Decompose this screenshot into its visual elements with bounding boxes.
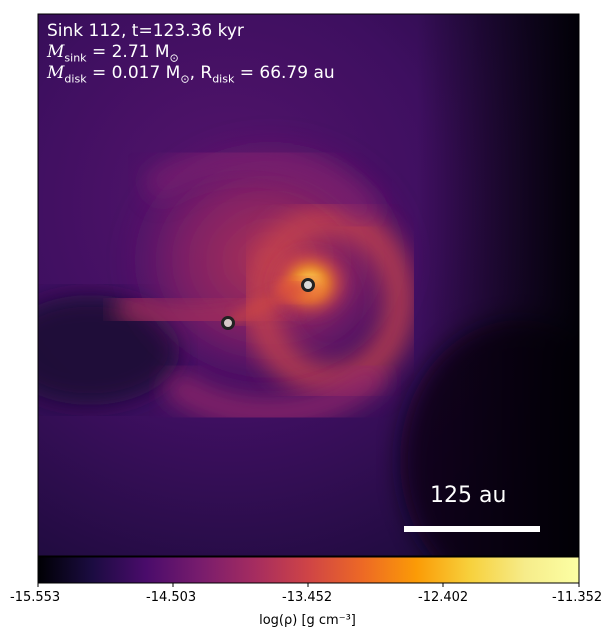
- sink-primary: [301, 278, 315, 292]
- scalebar-label: 125 au: [430, 483, 507, 508]
- colorbar-tick-label: -15.553: [10, 590, 61, 605]
- sink-mass-text: Msink = 2.71 M⊙: [47, 42, 179, 65]
- colorbar-tick-label: -12.402: [418, 590, 469, 605]
- colorbar-tick-label: -14.503: [146, 590, 197, 605]
- colorbar-tick-label: -13.452: [282, 590, 333, 605]
- density-map: [38, 14, 579, 556]
- colorbar-label: log(ρ) [g cm⁻³]: [259, 613, 356, 628]
- scalebar-line: [404, 526, 540, 532]
- colorbar: [37, 556, 580, 584]
- sink-secondary: [221, 316, 235, 330]
- disk-props-text: Mdisk = 0.017 M⊙, Rdisk = 66.79 au: [47, 63, 335, 86]
- colorbar-ticks: [37, 583, 580, 587]
- panel-title: Sink 112, t=123.36 kyr: [47, 21, 244, 41]
- colorbar-tick-label: -11.352: [552, 590, 603, 605]
- map-frame: [37, 13, 580, 557]
